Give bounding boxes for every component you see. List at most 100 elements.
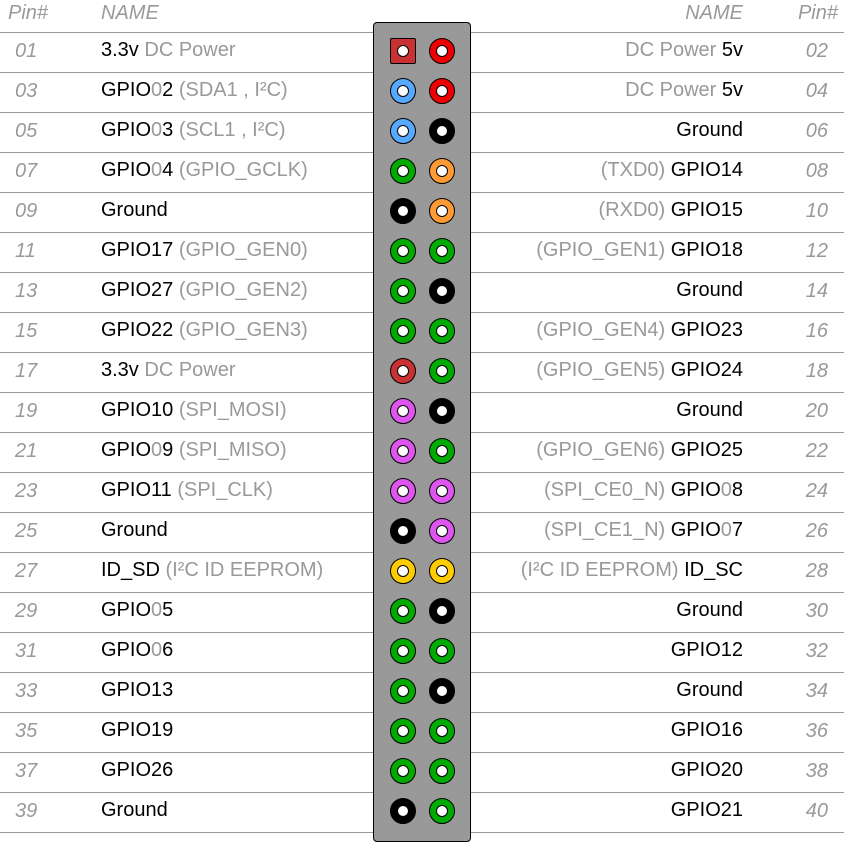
row-divider xyxy=(0,432,374,433)
pin-name-secondary: (GPIO_GEN1) xyxy=(536,239,671,261)
row-divider xyxy=(0,632,374,633)
pin-name: Ground xyxy=(101,519,168,542)
pin-name-primary: 3.3v xyxy=(101,359,139,381)
pin-name-primary: Ground xyxy=(676,279,743,301)
pin-number: 40 xyxy=(805,800,828,822)
row-divider xyxy=(0,552,374,553)
pin-name: GPIO02 (SDA1 , I²C) xyxy=(101,79,288,102)
pin-number: 38 xyxy=(805,760,828,782)
row-divider xyxy=(470,152,844,153)
pin-row: 31 GPIO06 32 GPIO12 xyxy=(0,632,844,672)
row-divider xyxy=(0,152,374,153)
pin-36-gpio-icon xyxy=(429,718,455,744)
pin-name-secondary: (I²C ID EEPROM) xyxy=(159,559,324,581)
pin-name-secondary: (TXD0) xyxy=(600,159,671,181)
pin-name: ID_SD (I²C ID EEPROM) xyxy=(101,559,323,582)
pin-name: GPIO26 xyxy=(101,759,173,782)
pin-name: GPIO17 (GPIO_GEN0) xyxy=(101,239,308,262)
pin-number: 36 xyxy=(805,720,828,742)
row-divider xyxy=(0,352,374,353)
pin-name-primary: GPIO22 xyxy=(101,319,174,341)
pin-02-power5-icon xyxy=(429,38,455,64)
pin-name: GPIO10 (SPI_MOSI) xyxy=(101,399,287,422)
row-divider xyxy=(0,712,374,713)
row-divider xyxy=(0,792,374,793)
pin-name-primary: Ground xyxy=(101,199,168,221)
pin-number: 39 xyxy=(15,800,38,822)
pin-name-primary: 8 xyxy=(731,479,743,501)
pin-name-primary: 7 xyxy=(731,519,743,541)
pin-row: 35 GPIO19 36 GPIO16 xyxy=(0,712,844,752)
pin-name: GPIO04 (GPIO_GCLK) xyxy=(101,159,308,182)
row-divider xyxy=(0,112,374,113)
row-divider xyxy=(0,192,374,193)
row-divider xyxy=(470,752,844,753)
pin-row: 09 Ground 10 (RXD0) GPIO15 xyxy=(0,192,844,232)
header-pin-left: Pin# xyxy=(8,2,49,24)
pin-06-ground-icon xyxy=(429,118,455,144)
pin-row: 29 GPIO05 30 Ground xyxy=(0,592,844,632)
pin-row: 39 Ground 40 GPIO21 xyxy=(0,792,844,832)
pin-name-secondary: DC Power xyxy=(625,79,722,101)
pin-number: 14 xyxy=(805,280,828,302)
pin-name-primary: GPIO xyxy=(101,159,152,181)
pin-28-eeprom-icon xyxy=(429,558,455,584)
row-divider xyxy=(470,552,844,553)
pin-name-primary: GPIO17 xyxy=(101,239,174,261)
pin-name: DC Power 5v xyxy=(625,79,743,102)
pin-name: 3.3v DC Power xyxy=(101,359,236,382)
pin-name-primary: 5v xyxy=(721,39,743,61)
pin-33-gpio-icon xyxy=(390,678,416,704)
pin-name-secondary: (GPIO_GEN2) xyxy=(173,279,308,301)
pin-name-primary: GPIO10 xyxy=(101,399,174,421)
pin-number: 28 xyxy=(805,560,828,582)
pin-24-spi-icon xyxy=(429,478,455,504)
pin-name-primary: Ground xyxy=(101,519,168,541)
pin-name-primary: GPIO14 xyxy=(670,159,743,181)
pin-18-gpio-icon xyxy=(429,358,455,384)
pin-name-primary: 5 xyxy=(162,599,174,621)
pin-name: GPIO20 xyxy=(671,759,743,782)
row-divider xyxy=(470,72,844,73)
row-divider xyxy=(0,672,374,673)
pin-name: GPIO27 (GPIO_GEN2) xyxy=(101,279,308,302)
row-divider xyxy=(0,72,374,73)
row-divider xyxy=(0,832,374,833)
pin-name-secondary: (RXD0) xyxy=(598,199,671,221)
pin-04-power5-icon xyxy=(429,78,455,104)
pin-number: 31 xyxy=(15,640,38,662)
pin-name-secondary: (SPI_MISO) xyxy=(173,439,287,461)
pin-09-ground-icon xyxy=(390,198,416,224)
pin-name-secondary: (GPIO_GEN5) xyxy=(536,359,671,381)
pin-row: 25 Ground 26 (SPI_CE1_N) GPIO07 xyxy=(0,512,844,552)
pin-name-primary: GPIO18 xyxy=(670,239,743,261)
pin-number: 23 xyxy=(15,480,38,502)
pin-name: (GPIO_GEN5) GPIO24 xyxy=(536,359,743,382)
row-divider xyxy=(470,432,844,433)
pin-name-primary: GPIO xyxy=(101,119,152,141)
pin-29-gpio-icon xyxy=(390,598,416,624)
pin-name-primary: GPIO11 xyxy=(101,479,172,501)
row-divider xyxy=(0,472,374,473)
row-divider xyxy=(0,752,374,753)
row-divider xyxy=(470,632,844,633)
pin-name: GPIO21 xyxy=(671,799,743,822)
pin-31-gpio-icon xyxy=(390,638,416,664)
pin-name: Ground xyxy=(676,119,743,142)
pin-name-primary: 5v xyxy=(721,79,743,101)
row-divider xyxy=(470,712,844,713)
pin-40-gpio-icon xyxy=(429,798,455,824)
pin-number: 21 xyxy=(15,440,38,462)
pin-name-primary: GPIO19 xyxy=(101,719,174,741)
pin-number: 18 xyxy=(805,360,828,382)
pin-27-eeprom-icon xyxy=(390,558,416,584)
row-divider xyxy=(470,592,844,593)
row-divider xyxy=(470,232,844,233)
pin-17-power33-icon xyxy=(390,358,416,384)
pin-16-gpio-icon xyxy=(429,318,455,344)
pin-name-secondary: (GPIO_GEN4) xyxy=(536,319,671,341)
header-name-right: NAME xyxy=(685,2,743,24)
pin-name-secondary: 0 xyxy=(151,599,163,621)
pin-name-secondary: (SDA1 , I²C) xyxy=(173,79,288,101)
pin-38-gpio-icon xyxy=(429,758,455,784)
